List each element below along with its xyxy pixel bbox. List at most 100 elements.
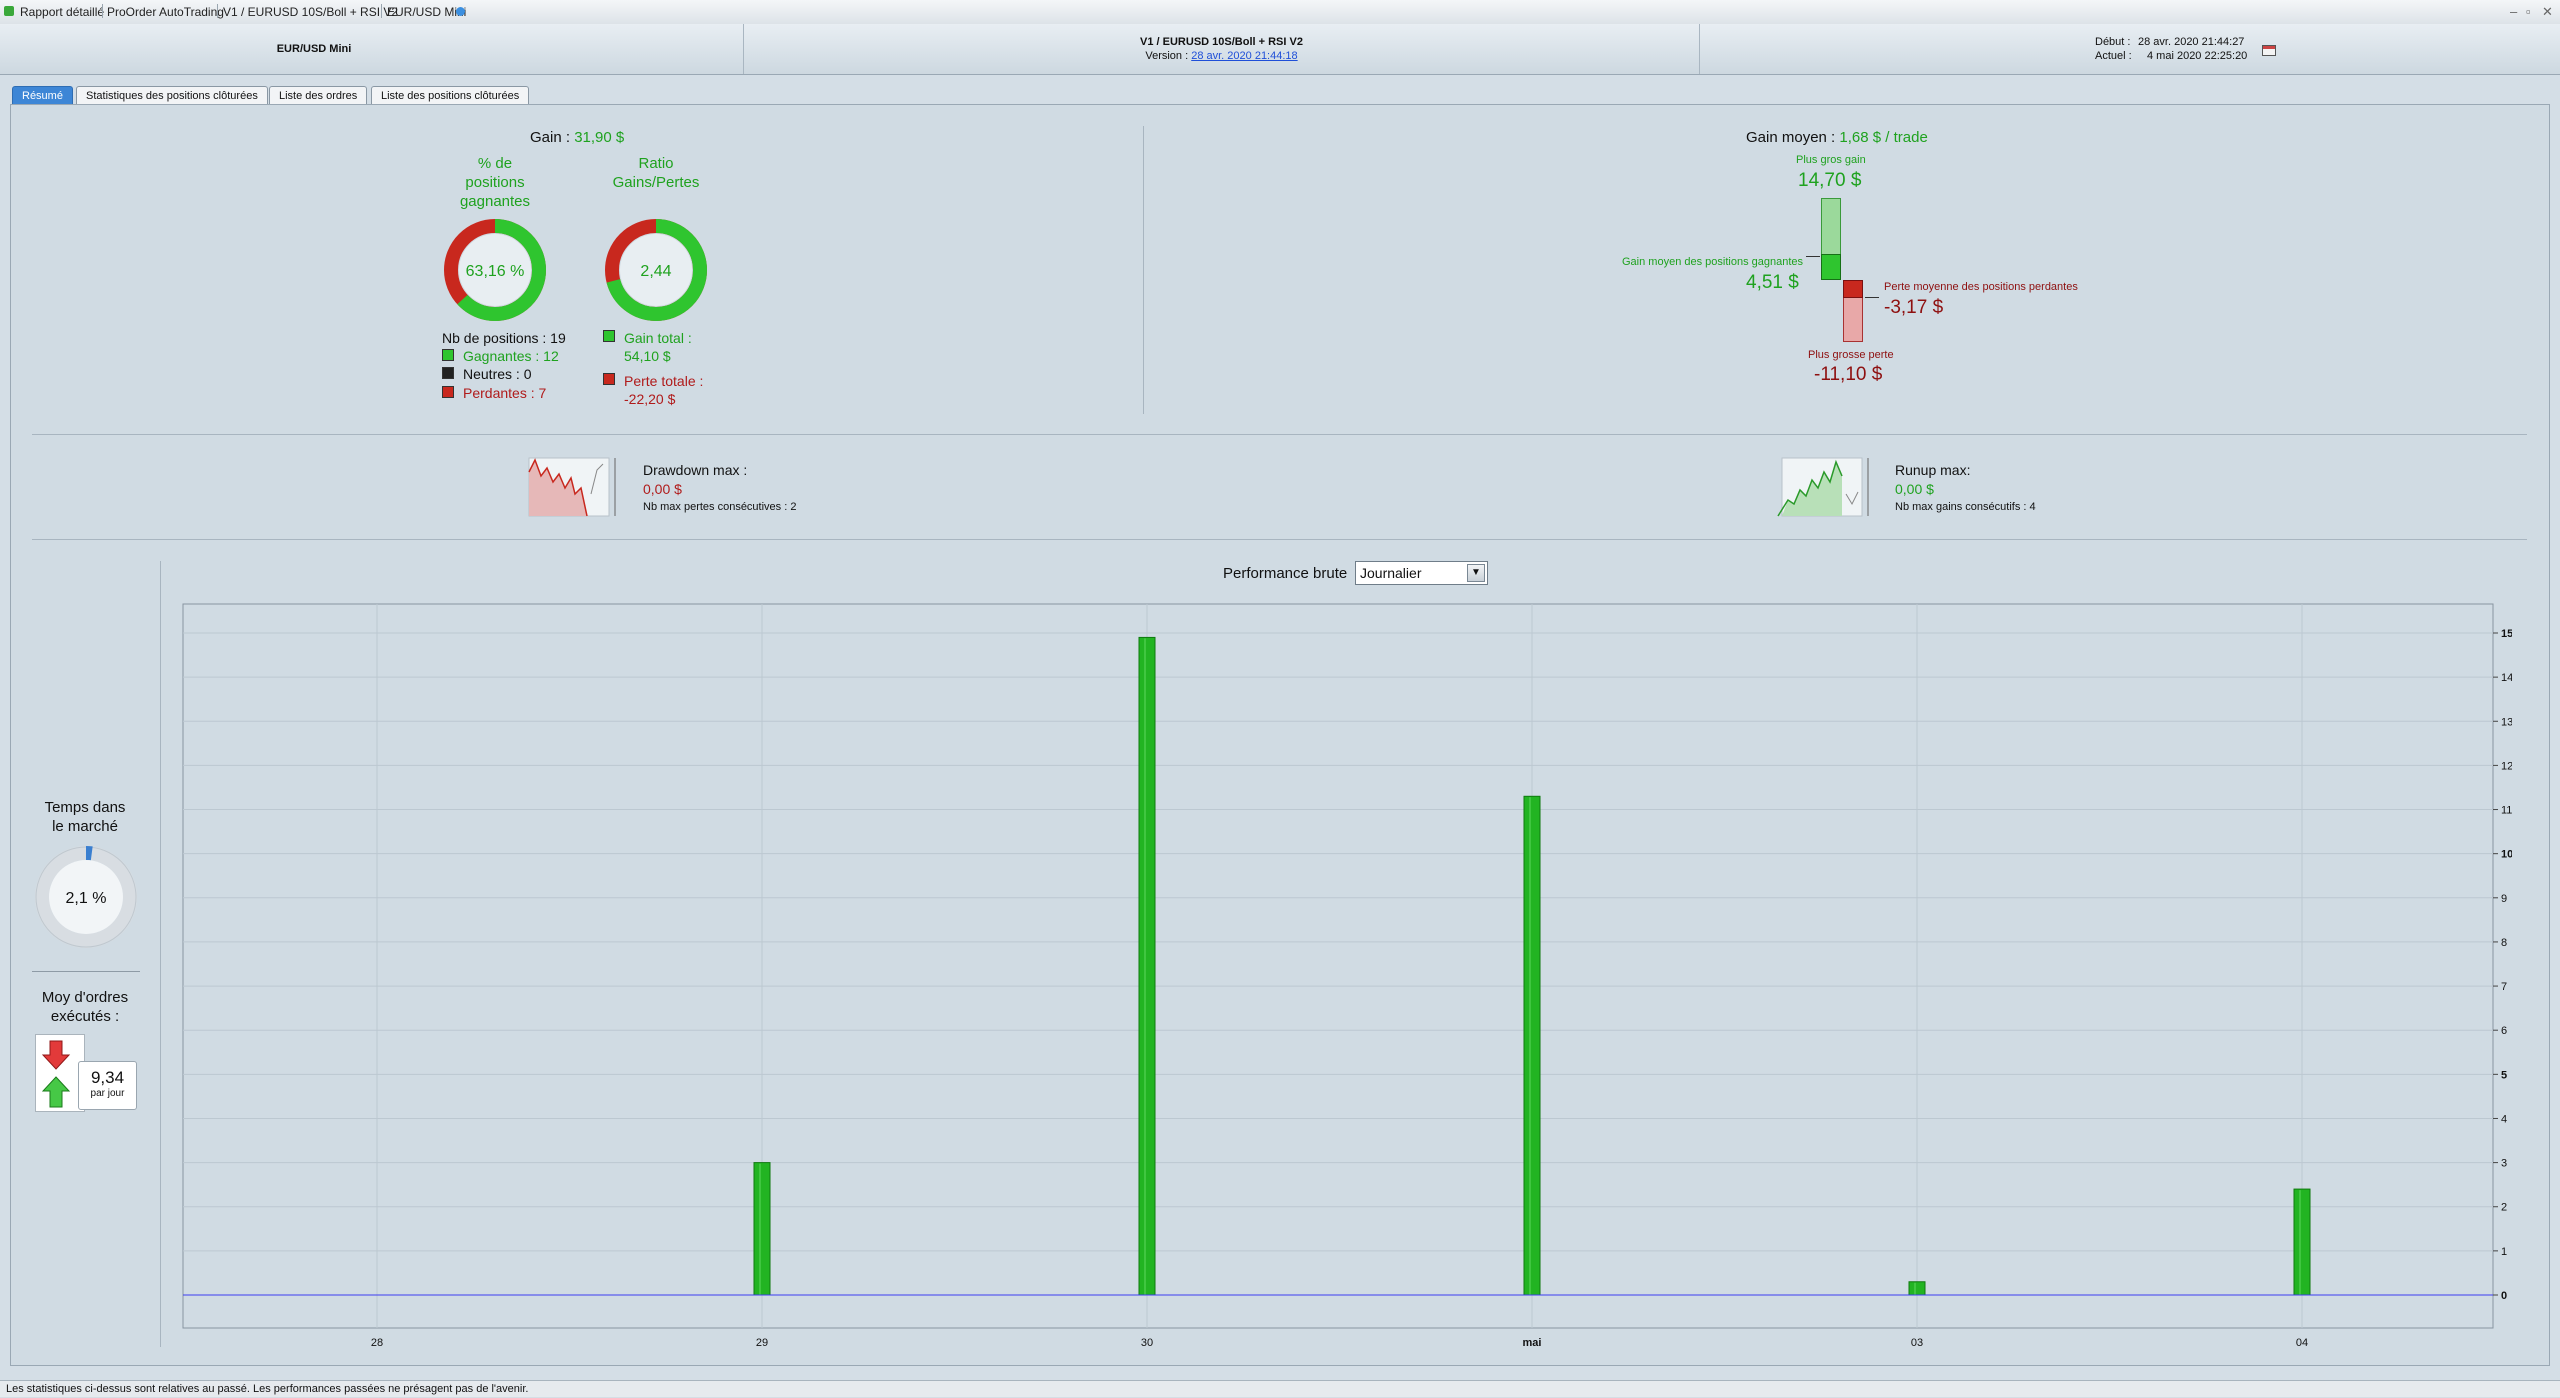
performance-bar[interactable] bbox=[2293, 1188, 2311, 1296]
gain-value: 31,90 $ bbox=[574, 129, 625, 146]
perdantes: Perdantes : 7 bbox=[463, 385, 547, 401]
y-tick-label: 14 bbox=[2501, 672, 2512, 684]
perte-totale: Perte totale : -22,20 $ bbox=[624, 372, 703, 408]
orders-title: Moy d'ordres exécutés : bbox=[24, 988, 146, 1026]
header-version: Version : 28 avr. 2020 21:44:18 bbox=[744, 50, 1699, 62]
gain-moyen-gagnantes-label: Gain moyen des positions gagnantes bbox=[1622, 256, 1804, 268]
y-tick-label: 12 bbox=[2501, 760, 2512, 772]
gain-moyen-gagnantes-value: 4,51 $ bbox=[1746, 272, 1799, 293]
version-label: Version : bbox=[1145, 50, 1189, 62]
period-select-value: Journalier bbox=[1360, 565, 1422, 581]
x-tick-label: 29 bbox=[756, 1337, 768, 1349]
drawdown-sparkline-icon bbox=[528, 457, 616, 517]
gain-moyen-label: Gain moyen : bbox=[1746, 129, 1836, 146]
tab-resume[interactable]: Résumé bbox=[12, 86, 73, 104]
y-tick-label: 8 bbox=[2501, 937, 2507, 949]
actuel-label: Actuel : bbox=[2095, 50, 2132, 62]
chart-plot-area bbox=[182, 603, 2494, 1329]
version-link[interactable]: 28 avr. 2020 21:44:18 bbox=[1191, 50, 1298, 62]
y-tick-label: 15 bbox=[2501, 628, 2512, 640]
app-logo-icon bbox=[4, 6, 14, 16]
order-arrows-icon bbox=[42, 1040, 71, 1108]
status-text: Les statistiques ci-dessus sont relative… bbox=[6, 1383, 529, 1395]
arrow-line bbox=[1865, 297, 1879, 298]
x-tick-label: mai bbox=[1523, 1337, 1542, 1349]
ratio-title-line: Ratio bbox=[638, 155, 674, 172]
performance-bar[interactable] bbox=[753, 1162, 771, 1296]
y-tick-label: 4 bbox=[2501, 1113, 2507, 1125]
chevron-down-icon[interactable]: ▼ bbox=[1467, 564, 1485, 582]
ratio-value: 2,44 bbox=[640, 263, 671, 280]
orders-value-box: 9,34 par jour bbox=[78, 1061, 137, 1110]
gain-moyen-heading: Gain moyen : 1,68 $ / trade bbox=[1746, 129, 1928, 146]
ratio-arc bbox=[605, 219, 707, 321]
x-tick-label: 30 bbox=[1141, 1337, 1153, 1349]
x-tick-label: 03 bbox=[1911, 1337, 1923, 1349]
neutres: Neutres : 0 bbox=[463, 366, 532, 382]
arrow-line bbox=[1806, 256, 1820, 257]
plus-grosse-perte-value: -11,10 $ bbox=[1814, 364, 1883, 385]
pct-winning-arc bbox=[444, 219, 546, 321]
nb-positions: Nb de positions : 19 bbox=[442, 330, 566, 346]
runup-sub: Nb max gains consécutifs : 4 bbox=[1895, 501, 2036, 513]
pct-title-line: gagnantes bbox=[459, 193, 531, 210]
breadcrumb-rapport[interactable]: Rapport détaillé bbox=[20, 5, 105, 19]
performance-bar[interactable] bbox=[1138, 636, 1156, 1296]
perte-moyenne-label: Perte moyenne des positions perdantes bbox=[1884, 281, 2078, 293]
breadcrumb-strategy[interactable]: V1 / EURUSD 10S/Boll + RSI V2 bbox=[223, 5, 399, 19]
calendar-icon[interactable] bbox=[2262, 45, 2276, 56]
gain-heading: Gain : 31,90 $ bbox=[530, 129, 624, 146]
orders-unit: par jour bbox=[90, 1088, 125, 1099]
debut-label: Début : bbox=[2095, 36, 2131, 48]
performance-bar[interactable] bbox=[1523, 795, 1541, 1296]
perte-totale-square bbox=[603, 373, 615, 385]
minimize-icon[interactable]: – bbox=[2510, 4, 2518, 19]
runup-sparkline-icon bbox=[1777, 457, 1869, 517]
y-tick-label: 6 bbox=[2501, 1025, 2507, 1037]
avg-gain-bar bbox=[1821, 254, 1841, 280]
orders-title-line: Moy d'ordres bbox=[41, 989, 129, 1006]
period-select[interactable]: Journalier ▼ bbox=[1355, 561, 1488, 585]
y-tick-label: 9 bbox=[2501, 893, 2507, 905]
market-time-title-line: le marché bbox=[52, 818, 118, 835]
actuel-value: 4 mai 2020 22:25:20 bbox=[2147, 50, 2248, 62]
market-time-title-line: Temps dans bbox=[44, 799, 126, 816]
close-icon[interactable]: ✕ bbox=[2542, 4, 2553, 19]
pct-title: % de positions gagnantes bbox=[440, 154, 550, 211]
report-header: EUR/USD Mini V1 / EURUSD 10S/Boll + RSI … bbox=[0, 24, 2560, 75]
performance-bar[interactable] bbox=[1908, 1281, 1926, 1296]
pct-title-line: % de bbox=[477, 155, 513, 172]
pct-title-line: positions bbox=[465, 174, 525, 191]
plus-gros-gain-label: Plus gros gain bbox=[1796, 154, 1866, 166]
restore-icon[interactable]: ▫ bbox=[2526, 4, 2531, 19]
globe-icon bbox=[456, 7, 465, 16]
breadcrumb-instrument[interactable]: EUR/USD Mini bbox=[387, 5, 467, 19]
perte-moyenne-value: -3,17 $ bbox=[1884, 297, 1944, 318]
market-time-arc bbox=[35, 846, 137, 948]
y-tick-label: 3 bbox=[2501, 1158, 2507, 1170]
tab-liste-ordres[interactable]: Liste des ordres bbox=[269, 86, 368, 104]
runup-title: Runup max: bbox=[1895, 462, 1971, 478]
y-tick-label: 11 bbox=[2501, 805, 2512, 817]
gain-label: Gain : bbox=[530, 129, 571, 146]
header-strategy: V1 / EURUSD 10S/Boll + RSI V2 bbox=[1140, 36, 1303, 48]
debut-value: 28 avr. 2020 21:44:27 bbox=[2138, 36, 2245, 48]
ratio-title: Ratio Gains/Pertes bbox=[601, 154, 711, 192]
breadcrumb-proorder[interactable]: ProOrder AutoTrading bbox=[107, 5, 224, 19]
market-time-value: 2,1 % bbox=[66, 890, 107, 907]
y-tick-label: 13 bbox=[2501, 716, 2512, 728]
gagnantes: Gagnantes : 12 bbox=[463, 348, 559, 364]
y-tick-label: 7 bbox=[2501, 981, 2507, 993]
title-bar: Rapport détaillé ProOrder AutoTrading V1… bbox=[0, 0, 2560, 25]
perte-totale-label: Perte totale : bbox=[624, 373, 704, 389]
legend-black-square bbox=[442, 367, 454, 379]
legend-green-square bbox=[442, 349, 454, 361]
tab-liste-positions[interactable]: Liste des positions clôturées bbox=[371, 86, 530, 104]
tab-statistiques[interactable]: Statistiques des positions clôturées bbox=[76, 86, 268, 104]
orders-card bbox=[35, 1034, 85, 1112]
x-tick-label: 04 bbox=[2296, 1337, 2308, 1349]
y-tick-label: 1 bbox=[2501, 1246, 2507, 1258]
y-tick-label: 0 bbox=[2501, 1290, 2507, 1302]
plus-grosse-perte-label: Plus grosse perte bbox=[1808, 349, 1894, 361]
